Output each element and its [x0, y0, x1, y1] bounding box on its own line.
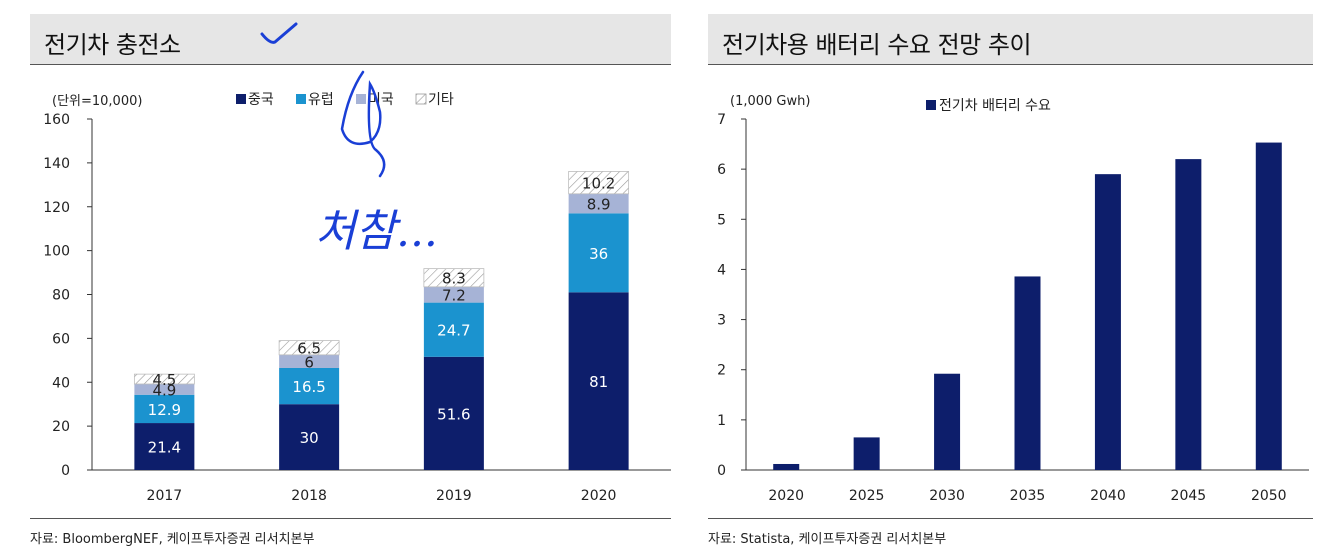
left-bar-미국-2020: [568, 193, 629, 214]
left-chart-title: 전기차 충전소: [44, 31, 181, 59]
left-data-label: 30: [300, 429, 319, 447]
left-data-label: 7.2: [442, 287, 466, 305]
left-bar-유럽-2019: [423, 302, 484, 357]
left-y-tick-label: 160: [43, 112, 70, 128]
right-y-tick-label: 5: [717, 212, 726, 228]
left-x-tick-label: 2018: [291, 488, 327, 504]
right-x-tick-label: 2050: [1251, 488, 1287, 504]
left-y-tick-label: 0: [61, 463, 70, 479]
legend-swatch-미국: [356, 94, 366, 104]
left-data-label: 36: [589, 245, 608, 263]
left-bar-유럽-2020: [568, 213, 629, 293]
left-bar-유럽-2017: [134, 394, 195, 424]
right-x-tick-label: 2045: [1171, 488, 1207, 504]
left-bar-중국-2017: [134, 423, 195, 470]
left-bar-중국-2020: [568, 292, 629, 470]
left-y-tick-label: 140: [43, 156, 70, 172]
right-bar-chart: 0 1 2 3 4 5 6 7 (1,000 Gwh) 2020 2025 2030 2035 2040 2…: [717, 94, 1309, 504]
legend-swatch-중국: [236, 94, 246, 104]
right-y-tick-label: 3: [717, 313, 726, 329]
left-data-label: 10.2: [582, 175, 615, 193]
legend-swatch-유럽: [296, 94, 306, 104]
legend-label-유럽: 유럽: [308, 92, 334, 108]
legend-label-미국: 미국: [368, 92, 394, 108]
left-source-note: 자료: BloombergNEF, 케이프투자증권 리서치본부: [30, 518, 671, 558]
left-data-label: 8.9: [587, 196, 611, 214]
right-bar-2020: [773, 463, 800, 470]
left-y-tick-label: 20: [52, 419, 70, 435]
left-data-label: 24.7: [437, 322, 470, 340]
right-legend-label: 전기차 배터리 수요: [939, 98, 1051, 114]
legend-label-기타: 기타: [428, 92, 454, 108]
right-bar-2040: [1094, 174, 1121, 470]
left-data-label: 51.6: [437, 405, 470, 423]
right-legend-swatch: [926, 100, 936, 110]
left-data-label: 4.5: [152, 371, 176, 389]
right-y-tick-label: 7: [717, 112, 726, 128]
left-data-label: 81: [589, 373, 608, 391]
right-chart-title: 전기차용 배터리 수요 전망 추이: [722, 31, 1032, 59]
right-x-tick-label: 2030: [929, 488, 965, 504]
right-x-tick-label: 2025: [849, 488, 885, 504]
right-y-tick-label: 6: [717, 162, 726, 178]
right-x-tick-label: 2040: [1090, 488, 1126, 504]
left-y-tick-label: 100: [43, 244, 70, 260]
left-bar-기타-2017: [133, 373, 195, 385]
left-data-label: 12.9: [148, 401, 181, 419]
left-bar-미국-2018: [279, 354, 340, 368]
left-data-label: 8.3: [442, 270, 466, 288]
right-source-note: 자료: Statista, 케이프투자증권 리서치본부: [708, 518, 1313, 558]
legend-swatch-기타: [415, 93, 427, 105]
right-bar-2025: [853, 437, 880, 470]
left-bar-미국-2017: [134, 384, 195, 395]
left-bar-중국-2018: [279, 404, 340, 470]
right-y-tick-label: 0: [717, 463, 726, 479]
handwritten-checkmark: [260, 22, 298, 44]
left-x-tick-label: 2017: [147, 488, 183, 504]
left-bar-미국-2019: [423, 286, 484, 303]
left-data-label: 21.4: [148, 439, 181, 457]
left-unit-label: (단위=10,000): [52, 94, 142, 109]
left-title-bar: 전기차 충전소: [30, 14, 671, 65]
left-stacked-bar-chart: 0 20 40 60 80 100 120 140 160 (단위=10,000) 21.4 12.9…: [43, 22, 671, 504]
left-data-label: 16.5: [292, 378, 325, 396]
right-y-tick-label: 4: [717, 262, 726, 278]
right-title-bar: 전기차용 배터리 수요 전망 추이: [708, 14, 1313, 65]
legend-label-중국: 중국: [248, 92, 274, 108]
right-x-tick-label: 2020: [768, 488, 804, 504]
left-x-tick-label: 2019: [436, 488, 472, 504]
handwritten-note: 처참...: [315, 206, 438, 257]
left-x-tick-label: 2020: [581, 488, 617, 504]
left-y-tick-label: 120: [43, 200, 70, 216]
left-bar-유럽-2018: [279, 367, 340, 405]
right-x-tick-label: 2035: [1010, 488, 1046, 504]
right-bar-2035: [1014, 276, 1041, 470]
left-bar-중국-2019: [423, 356, 484, 470]
right-unit-label: (1,000 Gwh): [730, 94, 810, 109]
left-data-label: 6: [304, 353, 314, 371]
right-y-tick-label: 1: [717, 413, 726, 429]
left-bar-기타-2020: [568, 171, 630, 195]
left-bar-기타-2018: [278, 340, 340, 356]
right-chart-panel: 전기차용 배터리 수요 전망 추이 0 1 2 3 4 5 6 7 (1,000 Gwh) 202…: [708, 14, 1313, 548]
left-y-tick-label: 40: [52, 375, 70, 391]
right-y-tick-label: 2: [717, 363, 726, 379]
left-data-label: 6.5: [297, 340, 321, 358]
handwritten-circle-scribble: [340, 70, 386, 178]
right-bar-2045: [1175, 159, 1202, 470]
left-data-label: 4.9: [152, 381, 176, 399]
left-bar-기타-2019: [423, 268, 485, 288]
right-bar-2050: [1255, 142, 1282, 470]
left-y-tick-label: 60: [52, 331, 70, 347]
left-y-tick-label: 80: [52, 288, 70, 304]
left-chart-panel: 전기차 충전소 0 20 40 60 80 100 120 140 160 (단위=10,000)…: [30, 14, 671, 548]
right-bar-2030: [934, 373, 961, 470]
